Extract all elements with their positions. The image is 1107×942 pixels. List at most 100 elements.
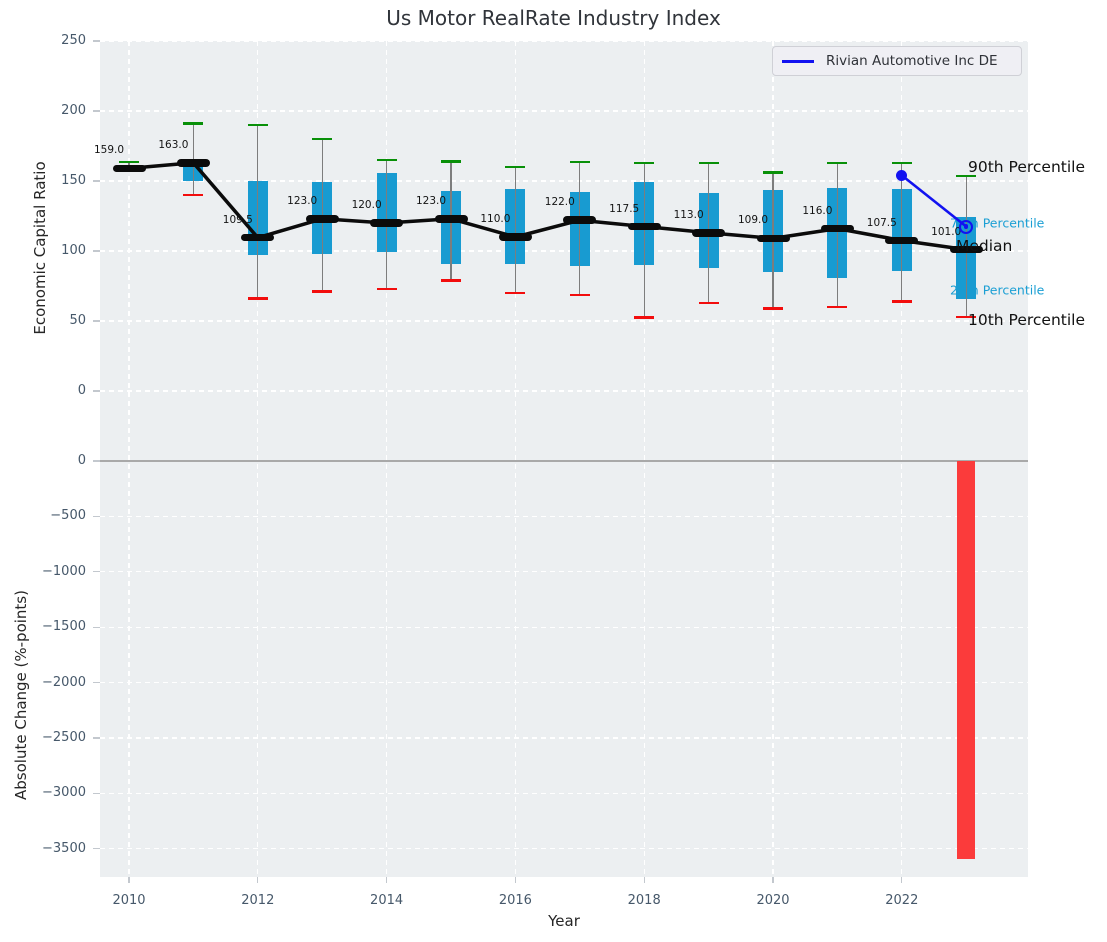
chart-title: Us Motor RealRate Industry Index [386, 6, 721, 30]
whisker-cap-90th [891, 161, 912, 164]
median-marker [241, 233, 275, 242]
whisker-cap-90th [247, 123, 268, 127]
whisker-cap-10th [763, 307, 783, 310]
y-tick-label: 150 [61, 173, 86, 188]
y-tick-label: −1000 [42, 563, 86, 579]
y-tick-mark [93, 460, 100, 462]
whisker-line [643, 162, 645, 318]
y-tick-label: 100 [61, 243, 86, 258]
grid-line-horizontal [100, 40, 1028, 42]
whisker-cap-10th [312, 290, 333, 293]
x-tick-mark [257, 877, 259, 883]
y-tick-mark [93, 515, 100, 517]
x-tick-mark [901, 877, 903, 883]
change-bar [957, 461, 976, 859]
legend-label: Rivian Automotive Inc DE [826, 53, 998, 69]
median-value-label: 109.0 [737, 214, 769, 227]
x-tick-label: 2014 [370, 893, 404, 908]
whisker-line [257, 125, 259, 299]
whisker-cap-10th [441, 279, 461, 282]
y-tick-mark [93, 40, 100, 42]
grid-line-horizontal [100, 320, 1028, 322]
y-tick-label: −2500 [42, 730, 86, 745]
plot-background [100, 41, 1028, 877]
median-marker [112, 164, 146, 173]
grid-line-horizontal [100, 626, 1028, 628]
x-tick-mark [772, 877, 774, 883]
grid-line-horizontal [100, 737, 1028, 739]
median-marker [498, 233, 532, 241]
whisker-line [901, 162, 903, 302]
median-value-label: 110.0 [480, 213, 511, 225]
x-tick-label: 2020 [756, 893, 790, 908]
y-tick-label: −3000 [42, 785, 86, 801]
y-tick-mark [93, 320, 100, 322]
y-tick-label: −500 [50, 508, 86, 524]
x-tick-label: 2010 [112, 893, 146, 908]
y-tick-mark [93, 250, 100, 252]
median-marker [820, 224, 854, 233]
x-tick-label: 2016 [498, 893, 532, 908]
median-marker [885, 236, 919, 245]
y-tick-label: −2000 [42, 674, 86, 690]
median-marker [370, 219, 404, 227]
whisker-cap-90th [698, 161, 719, 164]
x-tick-label: 2022 [885, 893, 919, 908]
whisker-cap-90th [569, 160, 590, 164]
median-marker [756, 234, 790, 243]
median-value-label: 116.0 [802, 204, 833, 217]
median-value-label: 122.0 [544, 196, 575, 209]
y-tick-mark [93, 110, 100, 112]
grid-line-horizontal [100, 250, 1028, 252]
y-tick-mark [93, 737, 100, 739]
grid-line-horizontal [100, 515, 1028, 518]
whisker-cap-10th [569, 293, 590, 297]
annotation-median: Median [956, 237, 1013, 255]
annotation-10th-percentile: 10th Percentile [968, 311, 1086, 329]
grid-line-horizontal [100, 848, 1028, 850]
grid-line-vertical [901, 41, 903, 877]
y-tick-label: 0 [77, 453, 86, 468]
whisker-cap-90th [376, 158, 397, 162]
median-value-label: 113.0 [673, 208, 704, 221]
whisker-cap-10th [891, 300, 912, 303]
whisker-cap-10th [247, 297, 268, 300]
rivian-end-marker-dot [964, 224, 969, 229]
y-tick-label: −1500 [42, 619, 86, 635]
median-marker [176, 159, 210, 167]
grid-line-vertical [257, 41, 259, 877]
grid-line-horizontal [100, 571, 1028, 573]
whisker-cap-10th [956, 315, 977, 318]
median-marker [692, 229, 726, 237]
grid-line-vertical [128, 41, 130, 877]
legend-line-sample-icon [782, 59, 814, 63]
grid-line-vertical [772, 41, 774, 877]
grid-line-horizontal [100, 681, 1028, 684]
whisker-cap-90th [634, 161, 655, 164]
grid-line-vertical [385, 41, 388, 877]
y-tick-label: 250 [61, 33, 86, 48]
median-value-label: 163.0 [158, 138, 189, 151]
whisker-cap-90th [441, 160, 461, 163]
median-value-label: 107.5 [866, 216, 897, 229]
y-tick-label: 0 [77, 383, 86, 398]
grid-line-horizontal [100, 792, 1028, 795]
y-tick-mark [93, 571, 100, 573]
x-tick-mark [643, 877, 645, 883]
median-value-label: 123.0 [287, 194, 318, 207]
whisker-cap-10th [698, 301, 719, 304]
x-axis-label: Year [548, 912, 580, 930]
whisker-cap-10th [634, 316, 655, 319]
y-tick-mark [93, 180, 100, 182]
annotation-90th-percentile: 90th Percentile [968, 158, 1086, 176]
whisker-cap-10th [505, 291, 526, 295]
y-tick-label: 200 [61, 103, 86, 118]
grid-line-horizontal [100, 390, 1028, 392]
whisker-cap-10th [827, 305, 848, 309]
grid-line-horizontal [100, 110, 1028, 112]
grid-line-horizontal [100, 180, 1028, 182]
x-tick-mark [386, 877, 388, 883]
y-tick-mark [93, 792, 100, 794]
whisker-cap-10th [376, 287, 397, 290]
